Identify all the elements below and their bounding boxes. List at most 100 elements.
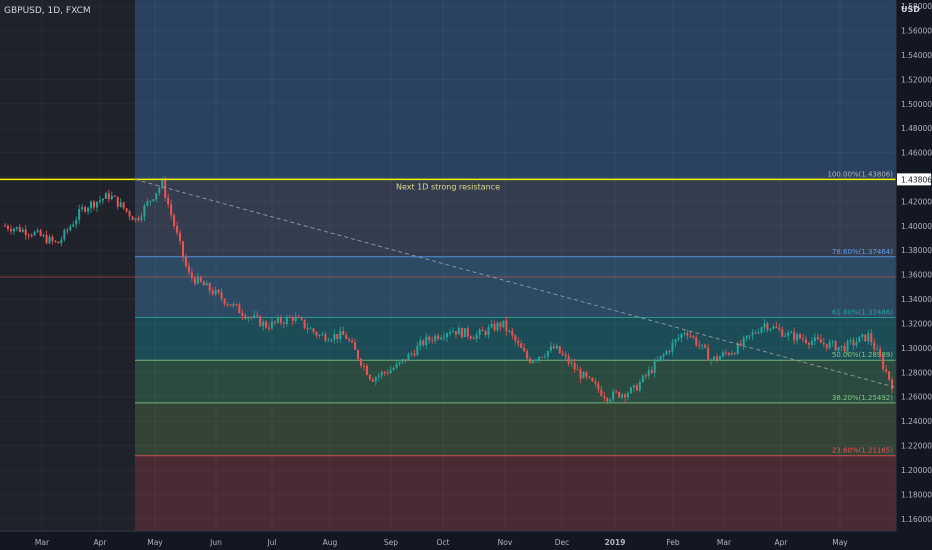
candle-body bbox=[321, 334, 324, 336]
candle-body bbox=[677, 337, 680, 340]
candle-body bbox=[4, 225, 6, 227]
price-tick-label: 1.24000 bbox=[901, 417, 932, 426]
candle-body bbox=[760, 327, 763, 333]
candle-body bbox=[30, 235, 33, 237]
candle-body bbox=[244, 315, 247, 319]
candle-body bbox=[437, 335, 440, 340]
candle-body bbox=[671, 342, 674, 352]
candle-body bbox=[721, 352, 724, 357]
candle-body bbox=[487, 327, 490, 335]
candle-body bbox=[229, 304, 232, 306]
candle-body bbox=[612, 391, 615, 400]
candle-body bbox=[339, 330, 342, 339]
candle-body bbox=[546, 350, 549, 357]
candle-body bbox=[757, 332, 760, 334]
candle-body bbox=[110, 195, 113, 200]
candle-body bbox=[446, 333, 449, 338]
candle-body bbox=[98, 200, 101, 202]
candle-body bbox=[840, 345, 843, 347]
candle-body bbox=[508, 330, 511, 332]
candle-body bbox=[273, 321, 276, 323]
candle-body bbox=[600, 389, 603, 396]
candle-body bbox=[730, 353, 733, 355]
time-tick-label: May bbox=[832, 538, 848, 547]
candle-body bbox=[223, 298, 226, 305]
candle-body bbox=[689, 335, 692, 337]
fib-zone bbox=[135, 179, 896, 257]
candle-body bbox=[371, 379, 374, 382]
candle-body bbox=[520, 343, 523, 349]
candle-body bbox=[567, 356, 570, 364]
candle-body bbox=[775, 326, 778, 328]
candle-body bbox=[336, 334, 339, 339]
candle-body bbox=[351, 340, 354, 343]
candle-body bbox=[543, 356, 546, 358]
candle-body bbox=[193, 277, 196, 284]
candle-body bbox=[665, 351, 668, 355]
candle-body bbox=[134, 218, 137, 221]
time-tick-label: May bbox=[147, 538, 163, 547]
candle-body bbox=[751, 332, 754, 336]
currency-label: USD bbox=[901, 5, 920, 14]
price-tag bbox=[897, 173, 931, 186]
candle-body bbox=[6, 225, 9, 230]
candle-body bbox=[66, 229, 69, 231]
candle-body bbox=[591, 377, 594, 382]
candle-body bbox=[615, 391, 618, 393]
candle-body bbox=[813, 337, 816, 341]
candle-body bbox=[457, 328, 460, 335]
candle-body bbox=[674, 339, 677, 343]
candle-body bbox=[790, 332, 793, 334]
candle-body bbox=[713, 356, 716, 360]
candle-body bbox=[460, 328, 463, 338]
candle-body bbox=[603, 395, 606, 398]
candle-body bbox=[208, 283, 211, 291]
candle-body bbox=[451, 331, 454, 333]
price-tick-label: 1.38000 bbox=[901, 246, 932, 255]
candle-body bbox=[362, 365, 365, 367]
candle-body bbox=[164, 179, 167, 198]
candle-body bbox=[858, 336, 861, 343]
candle-body bbox=[377, 375, 380, 378]
candle-body bbox=[101, 198, 104, 201]
candle-body bbox=[18, 227, 21, 232]
candle-body bbox=[303, 319, 306, 329]
candle-body bbox=[36, 230, 39, 232]
candle-body bbox=[766, 323, 769, 330]
candle-body bbox=[300, 317, 303, 320]
candle-body bbox=[220, 292, 223, 299]
candle-body bbox=[695, 337, 698, 346]
candle-body bbox=[846, 340, 849, 352]
candle-body bbox=[425, 336, 428, 345]
candle-body bbox=[104, 193, 107, 199]
candle-body bbox=[140, 216, 143, 220]
candle-body bbox=[843, 345, 846, 352]
symbol-label[interactable]: GBPUSD, 1D, FXCM bbox=[4, 6, 91, 16]
candle-body bbox=[422, 340, 425, 345]
candle-body bbox=[529, 358, 532, 363]
time-tick-label: Mar bbox=[35, 538, 50, 547]
candle-body bbox=[84, 207, 87, 212]
candle-body bbox=[60, 239, 63, 244]
candle-body bbox=[196, 276, 199, 284]
candle-body bbox=[119, 202, 122, 207]
price-tick-label: 1.20000 bbox=[901, 466, 932, 475]
candle-body bbox=[472, 338, 475, 340]
candle-body bbox=[535, 359, 538, 361]
fib-zone bbox=[135, 402, 896, 456]
candle-body bbox=[143, 205, 146, 217]
time-tick-label: Nov bbox=[498, 538, 513, 547]
candle-body bbox=[499, 322, 502, 327]
candle-body bbox=[778, 327, 781, 330]
candle-body bbox=[710, 359, 713, 361]
candle-body bbox=[395, 363, 398, 369]
candle-body bbox=[27, 235, 30, 237]
candle-body bbox=[475, 334, 478, 340]
candle-body bbox=[324, 334, 327, 341]
candle-body bbox=[125, 208, 128, 212]
candle-body bbox=[573, 362, 576, 370]
fib-label: 100.00%(1.43806) bbox=[827, 170, 893, 178]
candle-body bbox=[24, 229, 27, 236]
candle-body bbox=[825, 343, 828, 349]
